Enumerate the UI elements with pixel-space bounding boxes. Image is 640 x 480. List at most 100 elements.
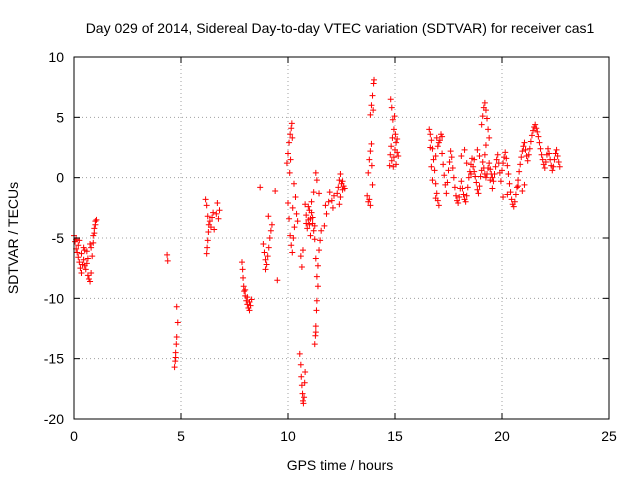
data-point <box>203 202 210 209</box>
data-point <box>87 241 94 248</box>
chart-title: Day 029 of 2014, Sidereal Day-to-day VTE… <box>86 20 595 36</box>
data-point <box>467 171 474 178</box>
data-point <box>311 222 318 229</box>
data-point <box>390 126 397 133</box>
data-point <box>257 184 264 191</box>
data-point <box>393 139 400 146</box>
data-point <box>302 368 309 375</box>
data-point <box>499 167 505 174</box>
data-point <box>260 241 267 248</box>
data-point <box>312 323 319 330</box>
data-point <box>538 151 545 158</box>
data-point <box>443 190 450 197</box>
x-tick-label: 20 <box>494 428 510 444</box>
data-point <box>316 247 323 254</box>
data-point <box>474 146 481 153</box>
data-point <box>174 319 181 326</box>
data-point <box>441 172 448 179</box>
data-point <box>328 197 335 204</box>
data-point <box>439 150 446 157</box>
data-point <box>240 274 247 281</box>
data-point <box>478 121 485 128</box>
data-point <box>479 158 486 165</box>
data-point <box>459 185 466 192</box>
data-point <box>78 269 85 276</box>
data-point <box>556 163 563 170</box>
data-point <box>519 148 526 155</box>
data-point <box>244 294 251 301</box>
data-point <box>541 165 548 172</box>
data-point <box>550 163 557 170</box>
data-point <box>91 225 98 232</box>
data-point <box>293 210 300 217</box>
data-point <box>77 265 84 272</box>
data-point <box>206 218 213 225</box>
data-point <box>203 250 210 257</box>
data-point <box>440 161 447 168</box>
data-point <box>292 193 299 200</box>
data-point <box>510 203 517 210</box>
data-point <box>307 232 314 239</box>
data-point <box>164 257 171 264</box>
data-point <box>93 216 100 223</box>
data-point <box>289 204 296 211</box>
data-point <box>322 202 329 209</box>
data-point <box>458 178 465 185</box>
data-point <box>433 134 440 141</box>
data-point <box>367 202 374 209</box>
data-point <box>507 189 514 196</box>
data-point <box>450 174 457 181</box>
data-point <box>430 156 437 163</box>
data-point <box>546 150 553 157</box>
data-point <box>90 239 97 246</box>
data-point <box>503 155 510 162</box>
data-point <box>513 184 520 191</box>
data-point <box>539 156 546 163</box>
data-point <box>522 146 529 153</box>
data-point <box>341 185 348 192</box>
data-point <box>301 379 308 386</box>
data-point <box>427 131 434 138</box>
data-point <box>387 96 394 103</box>
data-point <box>321 222 328 229</box>
data-point <box>213 210 220 217</box>
data-point <box>521 181 528 188</box>
axis-ticks: 0 5 10 15 20 25 -20 -15 -10 -5 0 5 10 <box>44 49 617 444</box>
data-point <box>527 138 534 145</box>
data-point <box>477 173 484 180</box>
data-point <box>262 256 269 263</box>
data-point <box>298 263 305 270</box>
data-point <box>545 145 552 152</box>
data-point <box>368 140 375 147</box>
data-point <box>88 244 95 251</box>
data-point <box>367 111 374 118</box>
data-point <box>267 227 274 234</box>
data-point <box>433 190 440 197</box>
data-point <box>331 192 338 199</box>
data-point <box>207 224 214 231</box>
data-point <box>435 202 442 209</box>
data-point <box>316 190 323 197</box>
data-point <box>369 92 376 99</box>
data-point <box>432 195 439 202</box>
data-point <box>82 266 89 273</box>
data-point <box>74 249 81 256</box>
data-point <box>464 184 471 191</box>
data-point <box>326 189 333 196</box>
data-point <box>500 193 507 200</box>
data-point <box>242 286 249 293</box>
data-point <box>391 113 398 120</box>
data-point <box>274 277 281 284</box>
data-point <box>463 192 470 199</box>
data-point <box>246 307 253 314</box>
data-point <box>265 213 272 220</box>
data-point <box>299 390 306 397</box>
data-point <box>390 163 397 170</box>
data-point <box>75 242 82 249</box>
data-point <box>452 192 459 199</box>
data-point <box>205 228 212 235</box>
data-point <box>432 180 439 187</box>
data-point <box>83 260 90 267</box>
data-point <box>485 126 492 133</box>
data-point <box>285 150 291 157</box>
